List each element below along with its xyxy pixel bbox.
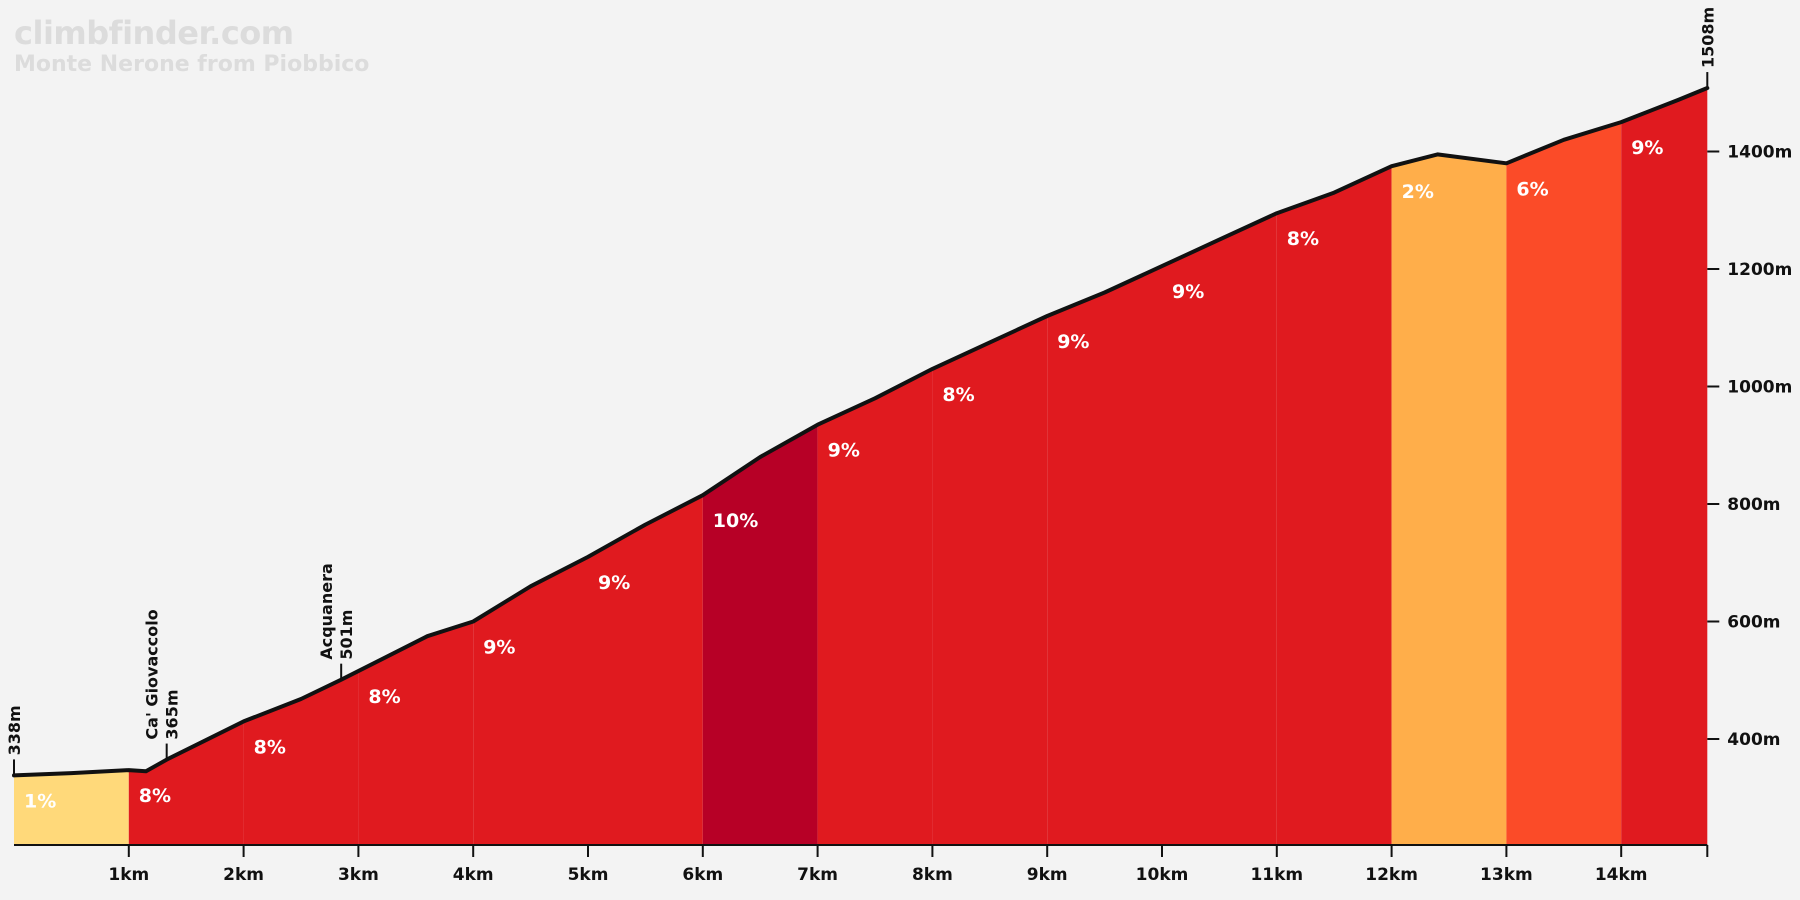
x-tick-label: 11km (1250, 865, 1303, 885)
x-tick-label: 13km (1480, 865, 1533, 885)
marker-name: Ca' Giovaccolo (143, 609, 162, 739)
grade-label-1: 1% (24, 790, 56, 812)
grade-segment-6 (588, 495, 703, 845)
x-tick-label: 3km (338, 865, 379, 885)
grade-label-13: 2% (1402, 181, 1434, 203)
grade-label-14: 6% (1516, 178, 1548, 200)
grade-segment-4 (358, 621, 474, 845)
x-tick-label: 8km (912, 865, 953, 885)
x-tick-label: 7km (797, 865, 838, 885)
marker-elevation: 338m (5, 705, 24, 755)
grade-segment-14 (1506, 122, 1622, 846)
grade-label-7: 10% (713, 510, 758, 532)
grade-label-12: 8% (1287, 228, 1319, 250)
y-tick-label: 1000m (1727, 378, 1792, 398)
grade-segment-2 (128, 721, 244, 845)
marker-name: Acquanera (317, 563, 336, 659)
y-tick-label: 800m (1727, 495, 1780, 515)
grade-label-5: 9% (483, 637, 515, 659)
grade-segment-9 (932, 316, 1048, 845)
profile-line (12, 86, 1710, 778)
grade-label-2: 8% (139, 785, 171, 807)
y-tick-label: 600m (1727, 613, 1780, 633)
x-tick-label: 9km (1027, 865, 1068, 885)
marker-elevation: 501m (337, 610, 356, 660)
marker-elevation: 1508m (1698, 7, 1717, 68)
grade-label-9: 8% (942, 384, 974, 406)
y-tick-label: 400m (1727, 730, 1780, 750)
grade-segment-13 (1391, 154, 1507, 845)
grade-segment-11 (1162, 213, 1277, 845)
grade-label-4: 8% (368, 686, 400, 708)
grade-label-11: 9% (1172, 281, 1204, 303)
grade-segment-5 (473, 556, 588, 845)
grade-segment-15 (1621, 88, 1708, 845)
x-tick-label: 2km (223, 865, 264, 885)
grade-label-10: 9% (1057, 331, 1089, 353)
grade-segment-10 (1047, 266, 1162, 846)
grade-segment-8 (817, 368, 933, 845)
y-tick-label: 1200m (1727, 260, 1792, 280)
grade-segment-1 (14, 770, 129, 845)
x-tick-label: 1km (108, 865, 149, 885)
grade-label-3: 8% (254, 736, 286, 758)
y-tick-label: 1400m (1727, 143, 1792, 163)
x-tick-label: 14km (1595, 865, 1648, 885)
marker-elevation: 365m (163, 689, 182, 739)
grade-segment-12 (1276, 166, 1392, 845)
brand-watermark: climbfinder.com (14, 14, 294, 52)
grade-segment-3 (243, 671, 359, 845)
grade-label-6: 9% (598, 572, 630, 594)
grade-label-15: 9% (1631, 137, 1663, 159)
grade-segment-7 (702, 424, 818, 845)
x-tick-label: 4km (453, 865, 494, 885)
x-tick-label: 6km (682, 865, 723, 885)
x-tick-label: 12km (1365, 865, 1418, 885)
x-tick-label: 10km (1136, 865, 1189, 885)
grade-label-8: 9% (828, 440, 860, 462)
x-tick-label: 5km (568, 865, 609, 885)
chart-subtitle: Monte Nerone from Piobbico (14, 52, 370, 77)
